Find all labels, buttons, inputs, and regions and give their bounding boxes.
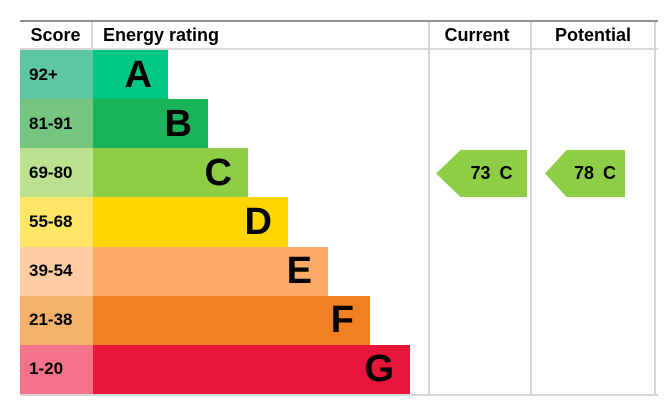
band-letter-c: C bbox=[204, 151, 232, 194]
band-row-c: 69-80 C bbox=[20, 148, 658, 198]
band-bar-g: G bbox=[93, 344, 410, 394]
band-letter-g: G bbox=[364, 348, 394, 391]
band-letter-b: B bbox=[164, 102, 192, 145]
current-column-header: Current bbox=[444, 25, 510, 45]
band-row-f: 21-38 F bbox=[20, 295, 658, 345]
band-score-range: 69-80 bbox=[20, 148, 93, 198]
rating-bands: 92+ A 81-91 B 69-80 C 55-68 D bbox=[20, 50, 658, 394]
potential-rating-value: 78 bbox=[573, 163, 595, 183]
band-bar-d: D bbox=[93, 197, 288, 247]
band-row-b: 81-91 B bbox=[20, 99, 658, 149]
band-letter-d: D bbox=[244, 200, 272, 243]
band-bar-a: A bbox=[93, 50, 168, 100]
band-score-range: 55-68 bbox=[20, 197, 93, 247]
potential-rating-band: C bbox=[603, 163, 617, 183]
band-bar-f: F bbox=[93, 295, 370, 345]
band-bar-b: B bbox=[93, 99, 208, 149]
current-rating-band: C bbox=[499, 163, 513, 183]
band-score-range: 21-38 bbox=[20, 295, 93, 345]
band-score-range: 92+ bbox=[20, 50, 93, 100]
energy-rating-column-header: Energy rating bbox=[103, 25, 220, 45]
band-letter-e: E bbox=[286, 250, 312, 293]
band-row-a: 92+ A bbox=[20, 50, 658, 100]
band-bar-e: E bbox=[93, 246, 328, 296]
table-right-border bbox=[654, 22, 656, 394]
band-row-g: 1-20 G bbox=[20, 344, 658, 394]
column-divider-current-potential bbox=[530, 22, 532, 394]
band-row-d: 55-68 D bbox=[20, 197, 658, 247]
band-score-range: 81-91 bbox=[20, 99, 93, 149]
band-letter-a: A bbox=[124, 53, 152, 96]
band-score-range: 1-20 bbox=[20, 344, 93, 394]
band-letter-f: F bbox=[330, 299, 354, 342]
potential-column-header: Potential bbox=[554, 25, 631, 45]
band-bar-c: C bbox=[93, 148, 248, 198]
chart-header-row: Score Energy rating Current Potential bbox=[20, 22, 658, 50]
current-rating-value: 73 bbox=[470, 163, 491, 183]
band-row-e: 39-54 E bbox=[20, 246, 658, 296]
band-score-range: 39-54 bbox=[20, 246, 93, 296]
column-divider-rating-current bbox=[428, 22, 430, 394]
score-column-header: Score bbox=[20, 22, 93, 48]
chart-table: Score Energy rating Current Potential 92… bbox=[20, 20, 658, 396]
